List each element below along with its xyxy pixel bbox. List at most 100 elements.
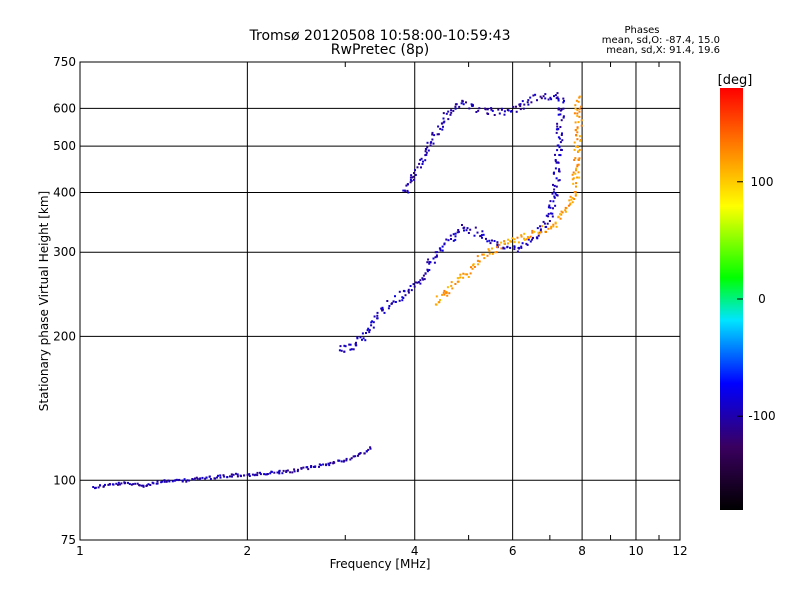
- data-point: [407, 291, 410, 294]
- data-point: [426, 141, 429, 144]
- data-point: [430, 141, 433, 144]
- data-point: [574, 194, 577, 197]
- data-point: [436, 133, 439, 136]
- data-point: [411, 176, 414, 179]
- data-point: [419, 282, 422, 285]
- data-point: [551, 215, 554, 218]
- data-point: [436, 251, 439, 254]
- data-point: [232, 473, 235, 476]
- data-point: [496, 241, 499, 244]
- data-point: [448, 292, 451, 295]
- data-point: [338, 349, 341, 352]
- data-point: [208, 475, 211, 478]
- data-point: [486, 108, 489, 111]
- data-point: [441, 245, 444, 248]
- data-point: [161, 480, 164, 483]
- data-point: [391, 302, 393, 305]
- data-point: [406, 183, 409, 186]
- data-point: [520, 245, 523, 248]
- data-point: [361, 332, 364, 335]
- data-point: [355, 341, 357, 344]
- data-point: [476, 255, 479, 258]
- data-point: [278, 469, 281, 472]
- data-point: [509, 240, 512, 243]
- data-point: [465, 101, 467, 104]
- data-point: [557, 108, 560, 111]
- data-point: [216, 476, 218, 479]
- data-point: [409, 178, 412, 181]
- data-point: [518, 103, 521, 106]
- data-point: [571, 173, 574, 176]
- x-tick-label: 2: [244, 544, 252, 558]
- data-point: [536, 236, 539, 239]
- data-point: [204, 477, 207, 480]
- data-point: [544, 93, 547, 96]
- colorbar-tick-label: 0: [758, 292, 766, 306]
- data-point: [531, 229, 534, 232]
- data-point: [259, 471, 261, 474]
- data-point: [350, 457, 353, 460]
- x-tick-label: 6: [509, 544, 517, 558]
- data-point: [539, 95, 542, 98]
- data-point: [493, 114, 496, 116]
- data-point: [476, 231, 479, 234]
- data-point: [562, 107, 565, 110]
- data-point: [454, 238, 457, 241]
- data-point: [525, 242, 528, 245]
- data-point: [506, 109, 509, 111]
- data-point: [370, 324, 373, 327]
- data-point: [557, 215, 560, 218]
- data-point: [441, 249, 444, 252]
- data-point: [525, 238, 528, 241]
- data-point: [235, 472, 237, 475]
- data-point: [562, 116, 565, 119]
- data-point: [450, 281, 453, 284]
- data-point: [120, 482, 123, 485]
- data-point: [246, 473, 249, 476]
- data-point: [551, 192, 554, 195]
- data-point: [229, 475, 231, 478]
- x-tick-label: 8: [578, 544, 586, 558]
- data-point: [402, 189, 405, 192]
- data-point: [462, 227, 465, 230]
- data-point: [539, 228, 542, 231]
- data-point: [576, 146, 579, 148]
- data-point: [457, 229, 460, 231]
- data-point: [291, 471, 294, 474]
- data-point: [572, 182, 575, 185]
- data-point: [534, 93, 537, 96]
- data-point: [578, 176, 581, 179]
- data-point: [500, 108, 503, 111]
- data-point: [558, 170, 561, 173]
- data-point: [171, 480, 174, 483]
- data-point: [569, 195, 572, 198]
- data-point: [318, 463, 321, 466]
- data-point: [286, 469, 289, 472]
- data-point: [451, 287, 454, 290]
- data-point: [108, 483, 111, 486]
- data-point: [503, 247, 506, 250]
- data-point: [219, 476, 222, 479]
- data-point: [438, 301, 441, 304]
- data-point: [554, 160, 557, 163]
- data-point: [370, 321, 373, 324]
- data-point: [574, 121, 577, 124]
- data-point: [219, 474, 222, 477]
- data-point: [343, 350, 346, 353]
- data-point: [503, 242, 506, 245]
- data-point: [454, 232, 457, 235]
- data-point: [575, 169, 577, 172]
- data-point: [531, 238, 534, 241]
- data-point: [484, 108, 487, 111]
- data-point: [481, 230, 484, 233]
- data-point: [573, 141, 576, 144]
- data-point: [518, 247, 520, 250]
- data-point: [270, 470, 273, 473]
- data-point: [500, 241, 503, 244]
- data-point: [416, 166, 419, 169]
- data-point: [554, 94, 557, 97]
- data-point: [557, 99, 560, 102]
- data-point: [487, 248, 490, 251]
- data-point: [576, 109, 579, 112]
- data-point: [577, 121, 580, 124]
